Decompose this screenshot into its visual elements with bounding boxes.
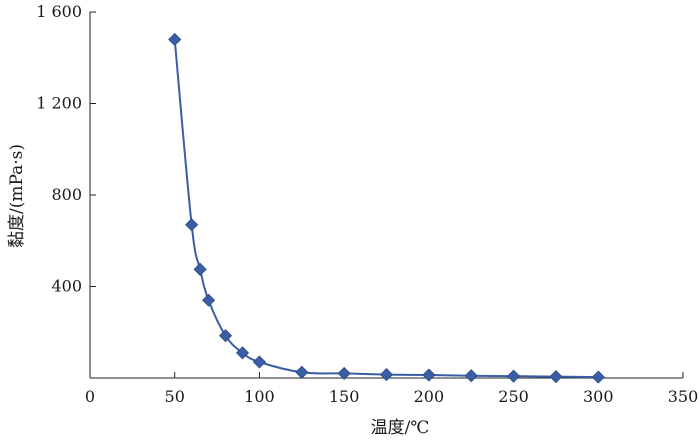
- x-tick-label: 200: [414, 387, 445, 406]
- data-point-marker: [168, 32, 182, 47]
- tick-labels: 0 50 100 150 200 250 300 350 400 800 1 200 1 600: [36, 2, 698, 406]
- y-axis-title: 黏度/(mPa·s): [7, 144, 27, 248]
- x-tick-label: 350: [668, 387, 699, 406]
- data-point-marker: [337, 366, 351, 380]
- axes: [89, 12, 683, 379]
- data-series: [168, 32, 605, 384]
- data-point-marker: [591, 370, 605, 384]
- x-axis-title: 温度/℃: [371, 418, 430, 438]
- data-point-marker: [507, 369, 521, 383]
- data-point-marker: [235, 346, 250, 360]
- data-point-marker: [185, 218, 199, 232]
- data-point-marker: [549, 370, 563, 384]
- x-tick-label: 300: [583, 387, 614, 406]
- data-point-marker: [193, 262, 207, 276]
- y-tick-label: 800: [51, 185, 82, 204]
- tick-marks: [89, 11, 684, 378]
- y-tick-label: 1 600: [36, 2, 82, 21]
- x-tick-label: 0: [85, 387, 95, 406]
- data-point-marker: [422, 368, 436, 382]
- x-tick-label: 150: [329, 387, 360, 406]
- y-tick-label: 1 200: [36, 94, 82, 113]
- data-point-marker: [295, 365, 309, 379]
- y-tick-label: 400: [51, 277, 82, 296]
- data-point-marker: [202, 293, 216, 307]
- data-point-marker: [379, 368, 394, 382]
- series-line: [173, 39, 599, 379]
- data-point-marker: [252, 355, 266, 369]
- x-tick-label: 50: [165, 387, 185, 406]
- x-tick-label: 100: [244, 387, 275, 406]
- data-point-marker: [464, 369, 478, 383]
- x-tick-label: 250: [498, 387, 529, 406]
- data-point-marker: [218, 329, 233, 343]
